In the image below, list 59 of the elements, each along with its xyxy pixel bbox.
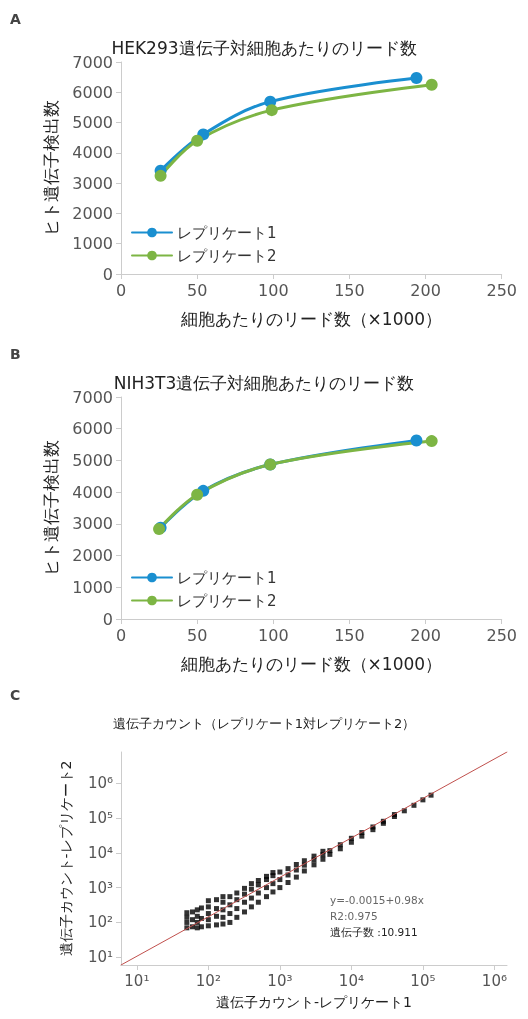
y-tick-label: 3000	[72, 173, 113, 193]
chart-title: NIH3T3遺伝子対細胞あたりのリード数	[113, 372, 415, 393]
x-tick-label: 250	[486, 625, 517, 645]
legend-label: レプリケート1	[177, 568, 277, 587]
x-tick-label: 100	[258, 625, 289, 645]
y-tick-label: 10⁵	[87, 808, 113, 827]
y-tick-label: 1000	[72, 577, 113, 597]
x-tick-label: 10¹	[124, 971, 150, 990]
y-tick-label: 10³	[87, 878, 113, 897]
x-tick-label: 200	[410, 625, 441, 645]
y-tick-label: 6000	[72, 82, 113, 102]
annotation: R2:0.975	[330, 909, 378, 922]
legend-label: レプリケート2	[177, 246, 277, 265]
y-tick-label: 0	[102, 264, 113, 284]
y-tick-label: 7000	[72, 52, 113, 72]
y-tick-label: 4000	[72, 143, 113, 163]
chart-title: HEK293遺伝子対細胞あたりのリード数	[111, 37, 417, 58]
x-tick-label: 0	[115, 280, 127, 300]
text: A	[10, 11, 21, 27]
x-tick-label: 10³	[267, 971, 293, 990]
x-tick-label: 10⁴	[338, 971, 364, 990]
y-tick-label: 10⁴	[87, 843, 113, 862]
x-axis-title: 細胞あたりのリード数（×1000）	[179, 308, 443, 329]
legend-label: レプリケート1	[177, 223, 277, 242]
x-tick-label: 250	[486, 280, 517, 300]
x-axis-title: 細胞あたりのリード数（×1000）	[179, 653, 443, 674]
y-tick-label: 2000	[72, 546, 113, 566]
x-tick-label: 100	[258, 280, 289, 300]
annotation: y=-0.0015+0.98x	[330, 893, 424, 906]
y-tick-label: 2000	[72, 203, 113, 223]
x-tick-label: 150	[334, 625, 365, 645]
y-tick-label: 3000	[72, 514, 113, 534]
x-tick-label: 50	[186, 280, 208, 300]
y-tick-label: 10⁶	[87, 774, 113, 793]
y-tick-label: 5000	[72, 113, 113, 133]
x-tick-label: 150	[334, 280, 365, 300]
chart-title: 遺伝子カウント（レプリケート1対レプリケート2）	[112, 716, 416, 731]
y-tick-label: 10¹	[87, 948, 113, 967]
x-tick-label: 0	[115, 625, 127, 645]
y-tick-label: 6000	[72, 419, 113, 439]
x-tick-label: 200	[410, 280, 441, 300]
annotation: 遺伝子数 :10.911	[330, 925, 418, 938]
x-tick-label: 10⁵	[410, 971, 436, 990]
legend-label: レプリケート2	[177, 591, 277, 610]
text: C	[10, 687, 21, 703]
y-tick-label: 5000	[72, 450, 113, 470]
y-tick-label: 0	[102, 609, 113, 629]
x-tick-label: 10²	[195, 971, 221, 990]
y-tick-label: 4000	[72, 482, 113, 502]
y-tick-label: 1000	[72, 234, 113, 254]
y-axis-title: 遺伝子カウント-レプリケート2	[58, 760, 74, 957]
x-tick-label: 10⁶	[481, 971, 507, 990]
x-axis-title: 遺伝子カウント-レプリケート1	[216, 994, 412, 1010]
y-tick-label: 7000	[72, 387, 113, 407]
y-axis-title: ヒト遺伝子検出数	[40, 440, 61, 576]
y-tick-label: 10²	[87, 913, 113, 932]
text: B	[10, 346, 21, 362]
y-axis-title: ヒト遺伝子検出数	[40, 100, 61, 236]
x-tick-label: 50	[186, 625, 208, 645]
